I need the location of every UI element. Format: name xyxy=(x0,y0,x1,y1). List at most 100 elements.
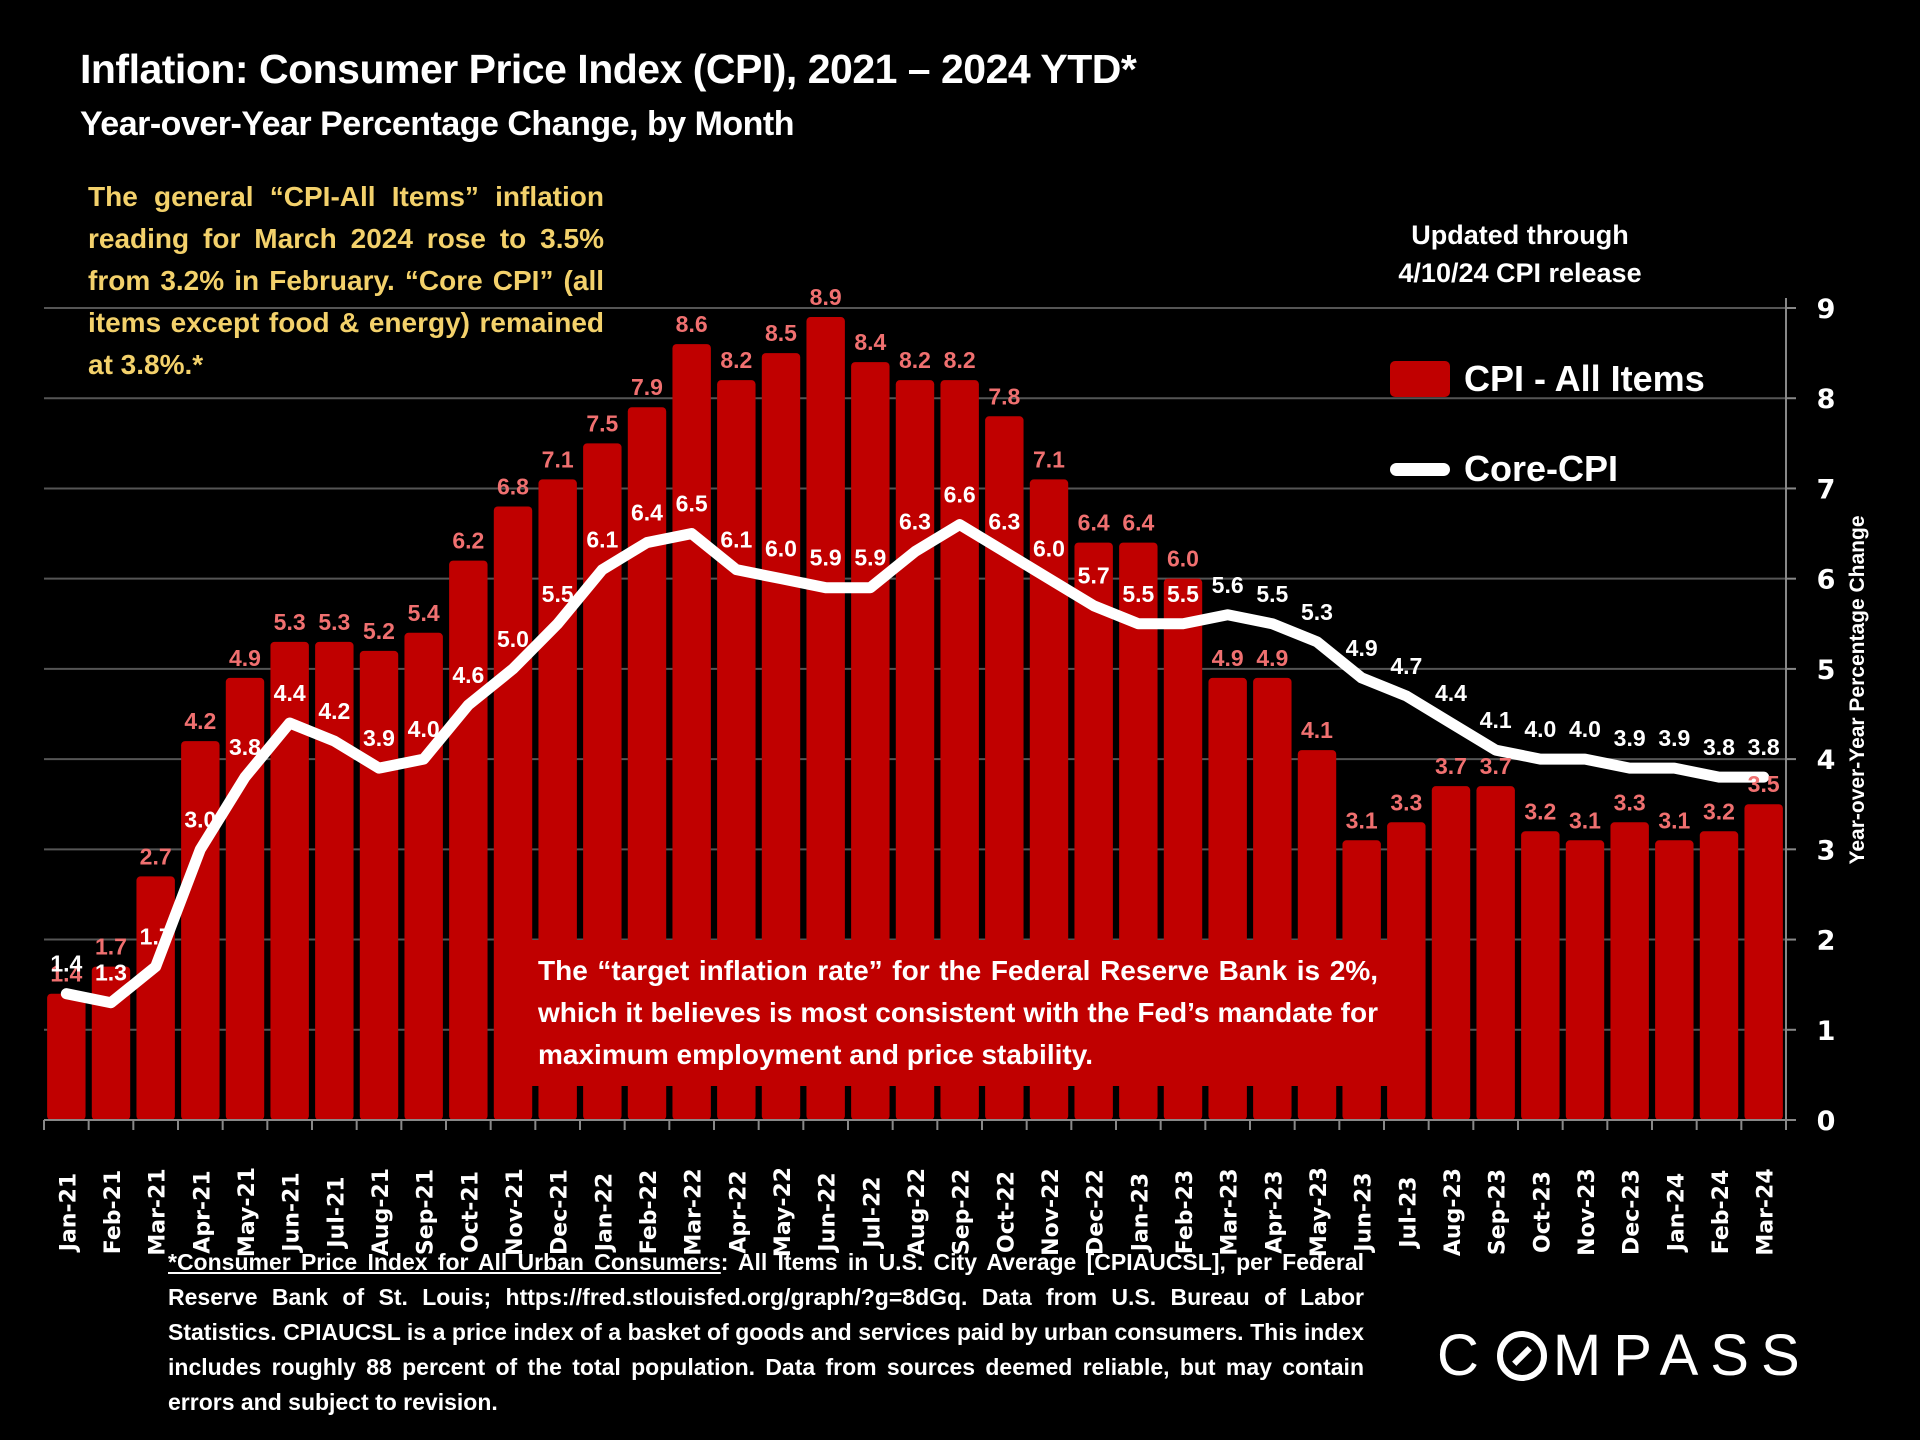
y-tick-label: 2 xyxy=(1817,926,1836,957)
core-cpi-label: 3.9 xyxy=(1614,725,1646,751)
y-axis: 0 1 2 3 4 5 6 7 8 9 xyxy=(1785,294,1836,1137)
cpi-bar-label: 6.8 xyxy=(497,473,529,499)
updated-line-2: 4/10/24 CPI release xyxy=(1398,258,1642,288)
cpi-bar xyxy=(1610,822,1649,1120)
cpi-bar-label: 8.5 xyxy=(765,320,797,346)
compass-logo: C MPASS xyxy=(1437,1322,1812,1389)
x-tick-label: Nov-22 xyxy=(1039,1168,1064,1256)
core-cpi-label: 6.1 xyxy=(586,527,618,553)
x-tick-label: Jun-23 xyxy=(1352,1172,1377,1253)
x-tick-label: Dec-21 xyxy=(548,1169,573,1255)
x-tick-label: Jul-22 xyxy=(860,1176,885,1249)
y-tick-label: 1 xyxy=(1817,1016,1836,1047)
x-tick-label: Sep-22 xyxy=(950,1169,975,1255)
cpi-bar xyxy=(1476,786,1515,1120)
x-tick-label: Jan-23 xyxy=(1128,1173,1153,1253)
x-tick-label: Aug-23 xyxy=(1441,1168,1466,1256)
target-inflation-note: The “target inflation rate” for the Fede… xyxy=(526,940,1390,1086)
y-tick-label: 9 xyxy=(1817,294,1836,325)
core-cpi-label: 4.4 xyxy=(274,680,306,706)
y-tick-label: 0 xyxy=(1817,1106,1836,1137)
x-tick-label: Oct-22 xyxy=(994,1171,1019,1253)
core-cpi-label: 1.4 xyxy=(50,951,82,977)
cpi-bar xyxy=(136,876,175,1120)
core-cpi-label: 3.8 xyxy=(1703,734,1735,760)
core-cpi-label: 1.3 xyxy=(95,960,127,986)
x-tick-label: Feb-23 xyxy=(1173,1170,1198,1255)
x-tick-label: Mar-24 xyxy=(1754,1168,1779,1255)
cpi-bar-label: 3.2 xyxy=(1703,798,1735,824)
cpi-bar xyxy=(761,353,801,1121)
core-cpi-label: 3.8 xyxy=(229,734,261,760)
x-tick-label: Sep-23 xyxy=(1486,1169,1511,1255)
core-cpi-label: 5.5 xyxy=(1122,581,1154,607)
core-cpi-label: 6.0 xyxy=(1033,536,1065,562)
core-cpi-label: 5.7 xyxy=(1078,563,1110,589)
y-axis-label: Year-over-Year Percentage Change xyxy=(1846,515,1869,865)
y-tick-label: 5 xyxy=(1817,655,1836,686)
cpi-bar-label: 5.2 xyxy=(363,618,395,644)
x-tick-label: Nov-23 xyxy=(1575,1168,1600,1256)
footnote-text: : All Items in U.S. City Average [CPIAUC… xyxy=(168,1249,1364,1415)
core-cpi-label: 4.0 xyxy=(1524,716,1556,742)
cpi-bar-label: 1.4 xyxy=(50,961,82,987)
cpi-bar-label: 7.5 xyxy=(586,410,618,436)
core-cpi-label: 4.9 xyxy=(1346,635,1378,661)
cpi-bar-label: 4.2 xyxy=(184,708,216,734)
core-cpi-line xyxy=(60,519,1770,1009)
footnote: *Consumer Price Index for All Urban Cons… xyxy=(168,1245,1364,1420)
cpi-bar xyxy=(1744,804,1783,1120)
x-tick-label: Sep-21 xyxy=(414,1169,439,1255)
core-cpi-label: 6.3 xyxy=(899,509,931,535)
y-tick-label: 6 xyxy=(1817,565,1836,596)
cpi-bar xyxy=(1699,831,1739,1120)
updated-note: Updated through 4/10/24 CPI release xyxy=(1360,216,1680,292)
cpi-bar-label: 8.6 xyxy=(676,311,708,337)
cpi-bar-label: 4.1 xyxy=(1301,717,1333,743)
cpi-bar xyxy=(1431,786,1471,1120)
legend-label-cpi-all: CPI - All Items xyxy=(1464,358,1705,399)
core-cpi-label: 3.9 xyxy=(363,725,395,751)
core-cpi-label: 5.9 xyxy=(854,545,886,571)
cpi-bar-label: 3.1 xyxy=(1569,807,1601,833)
cpi-bar-label: 7.9 xyxy=(631,374,663,400)
cpi-bar-label: 8.2 xyxy=(720,347,752,373)
core-cpi-label: 5.5 xyxy=(1256,581,1288,607)
cpi-bar-label: 4.9 xyxy=(1212,645,1244,671)
core-cpi-label: 5.5 xyxy=(542,581,574,607)
cpi-bar-labels: 1.4 1.7 2.7 4.2 4.9 5.3 5.3 5.2 5.4 6.2 6.8 7.1 7.5 7… xyxy=(50,284,1780,987)
cpi-bar-label: 5.4 xyxy=(408,600,440,626)
cpi-bar-label: 4.9 xyxy=(1256,645,1288,671)
x-tick-label: May-22 xyxy=(771,1167,796,1257)
core-cpi-label: 4.2 xyxy=(318,698,350,724)
core-cpi-label: 6.3 xyxy=(988,509,1020,535)
x-tick-label: Mar-22 xyxy=(682,1168,707,1255)
x-tick-label: Oct-23 xyxy=(1530,1171,1555,1253)
cpi-bar-label: 3.3 xyxy=(1390,789,1422,815)
cpi-bar xyxy=(270,641,309,1120)
cpi-bar xyxy=(359,650,399,1120)
cpi-bar-label: 3.3 xyxy=(1614,789,1646,815)
footnote-source-link[interactable]: *Consumer Price Index for All Urban Cons… xyxy=(168,1249,721,1275)
x-tick-label: Dec-22 xyxy=(1084,1169,1109,1255)
x-tick-label: May-23 xyxy=(1307,1167,1332,1257)
cpi-bar-label: 8.2 xyxy=(899,347,931,373)
legend-item-core-cpi: Core-CPI xyxy=(1390,448,1618,490)
core-cpi-label: 3.9 xyxy=(1658,725,1690,751)
core-cpi-label: 4.0 xyxy=(1569,716,1601,742)
x-tick-label: Jun-21 xyxy=(280,1172,305,1253)
cpi-bar xyxy=(1387,822,1426,1120)
cpi-bar-label: 6.4 xyxy=(1078,510,1110,536)
x-axis: Jan-21 Feb-21 Mar-21 Apr-21 May-21 Jun-21 Jul-… xyxy=(43,1119,1787,1257)
x-tick-label: Aug-22 xyxy=(905,1168,930,1256)
cpi-bar xyxy=(851,362,890,1121)
cpi-bar xyxy=(940,380,979,1121)
x-tick-label: Mar-23 xyxy=(1218,1168,1243,1255)
x-tick-label: Apr-22 xyxy=(726,1170,751,1253)
x-tick-label: Jun-22 xyxy=(816,1172,841,1253)
cpi-bar-label: 7.8 xyxy=(988,383,1020,409)
logo-text-end: MPASS xyxy=(1552,1323,1812,1388)
core-cpi-label: 4.7 xyxy=(1390,653,1422,679)
cpi-bar-label: 3.5 xyxy=(1748,771,1780,797)
y-tick-label: 8 xyxy=(1817,384,1836,415)
